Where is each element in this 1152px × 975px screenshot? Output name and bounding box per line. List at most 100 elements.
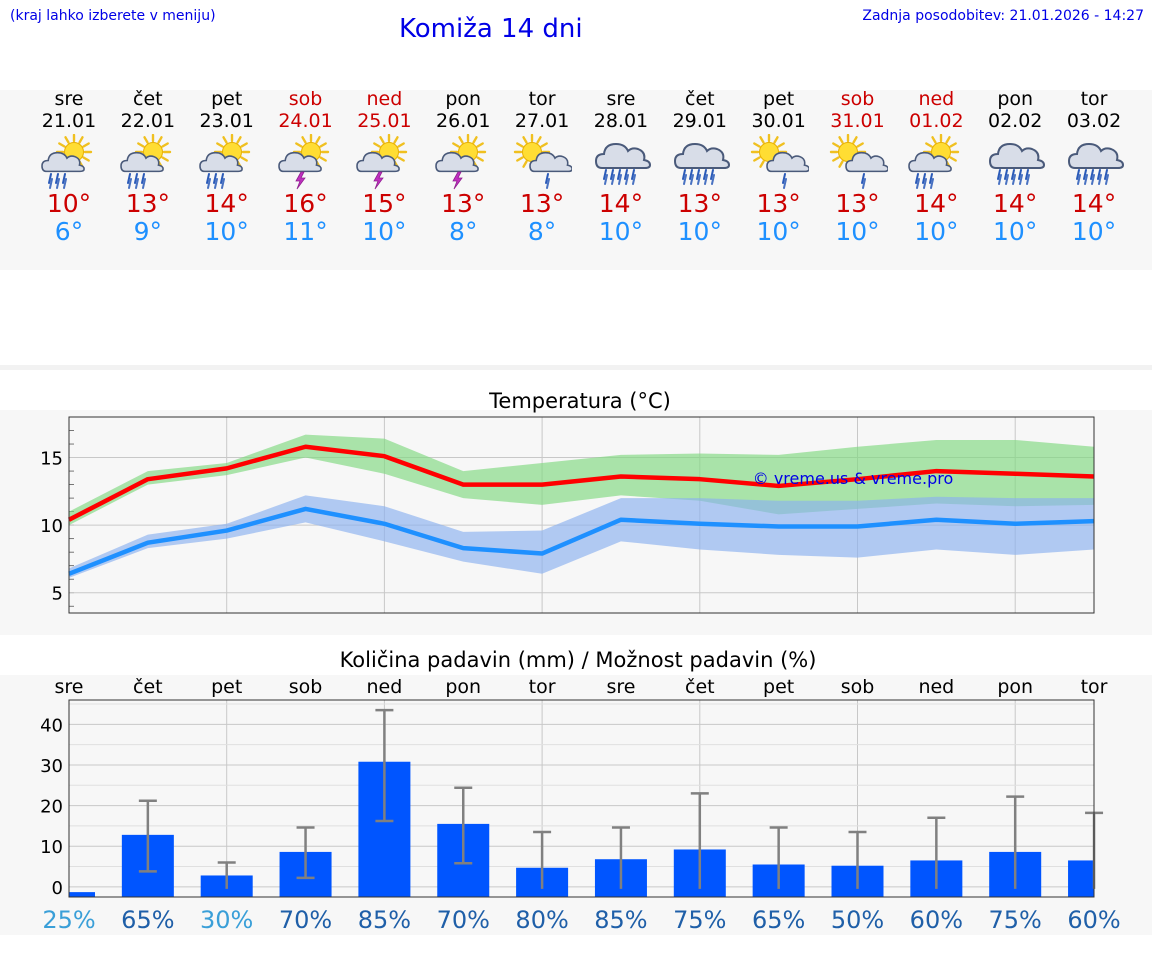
day-column: ned 25.01 15° 10°: [344, 88, 424, 246]
rain-drops: [205, 173, 225, 189]
y-tick-label: 10: [40, 837, 63, 858]
day-date: 27.01: [514, 110, 570, 132]
sun-cloud-thunder-icon: [435, 134, 487, 190]
precipitation-chart: 0 10 20 30 40 sre čet pet sob ned pon tor sre čet pet s…: [40, 676, 1121, 934]
y-tick-label: 20: [40, 797, 63, 818]
temperature-chart-title: Temperatura (°C): [488, 389, 671, 413]
day-name: čet: [685, 88, 715, 110]
temp-max: 14°: [914, 189, 959, 218]
rain-drops: [681, 169, 715, 185]
temp-min: 10°: [362, 217, 407, 246]
day-column: čet 22.01 13° 9°: [108, 88, 188, 246]
day-date: 02.02: [987, 110, 1043, 132]
cloud-rain-icon: [673, 142, 730, 185]
x-category-label: pet: [211, 676, 242, 698]
day-name: sre: [54, 88, 84, 110]
precipitation-probability: 30%: [200, 906, 253, 934]
temp-min: 10°: [598, 217, 644, 246]
temp-max: 14°: [204, 189, 249, 218]
x-category-label: pet: [763, 676, 794, 698]
day-date: 30.01: [751, 110, 806, 132]
watermark: © vreme.us & vreme.pro: [753, 469, 954, 488]
temp-min: 10°: [677, 217, 722, 246]
temp-max: 16°: [283, 189, 328, 218]
day-column: pet 30.01 13° 10°: [739, 88, 819, 246]
separator-strip: [0, 365, 1152, 370]
precipitation-probability: 25%: [42, 906, 95, 934]
sun-cloud-thunder-icon: [277, 134, 329, 190]
y-tick-label: 5: [52, 584, 63, 605]
day-name: pet: [763, 88, 795, 110]
x-category-label: pon: [445, 676, 481, 698]
last-update: Zadnja posodobitev: 21.01.2026 - 14:27: [862, 8, 1144, 24]
page-title: Komiža 14 dni: [399, 14, 583, 44]
location-hint: (kraj lahko izberete v meniju): [10, 8, 216, 24]
sun-cloud-light-rain-icon: [513, 134, 573, 189]
temp-min: 10°: [204, 217, 249, 246]
day-name: pon: [997, 88, 1034, 110]
x-category-label: ned: [918, 676, 954, 698]
sun-cloud-rain-icon: [120, 134, 172, 189]
day-name: sre: [606, 88, 636, 110]
day-name: tor: [528, 88, 556, 110]
y-tick-label: 15: [40, 449, 63, 470]
temp-max: 14°: [1071, 189, 1117, 218]
x-category-label: čet: [685, 676, 715, 698]
precipitation-probability: 75%: [673, 906, 726, 934]
precipitation-probability: 60%: [910, 906, 963, 934]
sun-cloud-light-rain-icon: [829, 134, 888, 189]
temp-min: 11°: [283, 217, 328, 246]
rain-drops: [997, 169, 1031, 185]
x-category-label: čet: [133, 676, 163, 698]
day-column: sre 28.01 14° 10°: [581, 88, 661, 246]
day-date: 31.01: [830, 110, 885, 132]
cloud-rain-icon: [594, 142, 651, 185]
temp-max: 13°: [441, 189, 486, 218]
x-category-label: tor: [529, 676, 556, 698]
rain-drops: [48, 173, 67, 189]
temp-max: 14°: [993, 189, 1038, 218]
x-category-label: sre: [606, 676, 635, 698]
sun-cloud-light-rain-icon: [750, 134, 809, 189]
day-column: pon 26.01 13° 8°: [423, 88, 503, 246]
max-temperature-line: [67, 444, 1095, 522]
rain-drops: [915, 173, 935, 189]
day-date: 26.01: [436, 110, 491, 132]
plot-frame: [68, 699, 1095, 898]
temp-min: 9°: [133, 217, 163, 246]
precipitation-probability: 75%: [989, 906, 1042, 934]
forecast-band: [0, 90, 1152, 270]
sun-cloud-thunder-icon: [356, 134, 408, 190]
sun-cloud-rain-icon: [198, 134, 250, 189]
y-tick-label: 0: [52, 878, 63, 899]
y-tick-label: 30: [40, 756, 63, 777]
precipitation-probability: 80%: [515, 906, 568, 934]
temp-min: 8°: [449, 217, 478, 246]
precipitation-probability: 85%: [594, 906, 647, 934]
precipitation-bar: [69, 892, 95, 897]
precipitation-probability: 65%: [752, 906, 805, 934]
precipitation-probability: 65%: [121, 906, 174, 934]
rain-drops: [126, 173, 146, 189]
temp-max: 13°: [756, 189, 801, 218]
day-date: 23.01: [199, 110, 254, 132]
temp-min: 8°: [527, 217, 557, 246]
temp-max: 13°: [677, 189, 722, 218]
temp-max: 13°: [125, 189, 170, 218]
day-column: ned 01.02 14° 10°: [896, 88, 976, 246]
precipitation-probability: 60%: [1067, 906, 1120, 934]
temp-min: 10°: [756, 217, 801, 246]
sun-cloud-rain-icon: [908, 134, 960, 189]
precipitation-probability: 70%: [279, 906, 332, 934]
day-column: tor 03.02 14° 10°: [1054, 88, 1134, 246]
rain-drops: [1076, 169, 1110, 185]
rain-drops: [545, 173, 551, 189]
temp-max: 10°: [46, 189, 92, 218]
precipitation-probability: 50%: [831, 906, 884, 934]
day-date: 25.01: [357, 110, 412, 132]
x-category-label: tor: [1081, 676, 1108, 698]
x-category-label: pon: [997, 676, 1033, 698]
day-name: čet: [133, 88, 163, 110]
day-column: sob 31.01 13° 10°: [818, 88, 898, 246]
